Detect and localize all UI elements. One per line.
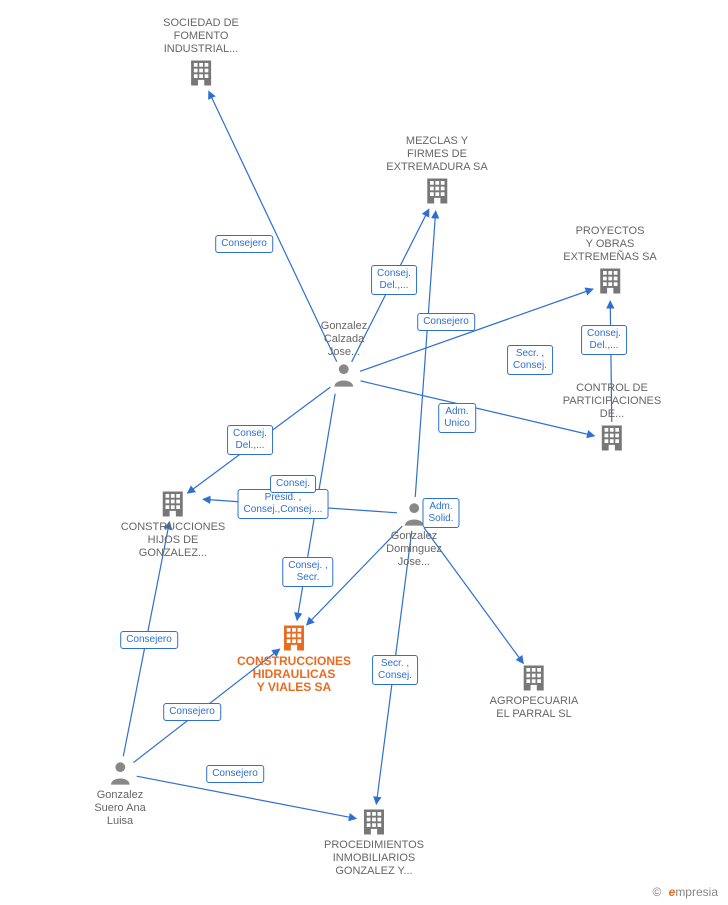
edge-label[interactable]: Consej. xyxy=(270,475,316,493)
edge-label[interactable]: Consej. Del.,... xyxy=(371,265,417,295)
node-sociedad[interactable]: SOCIEDAD DE FOMENTO INDUSTRIAL... xyxy=(163,17,239,90)
edge-label[interactable]: Consej. Del.,... xyxy=(227,425,273,455)
node-gonzalez_suero[interactable]: Gonzalez Suero Ana Luisa xyxy=(94,757,145,828)
node-procedimientos[interactable]: PROCEDIMIENTOS INMOBILIARIOS GONZALEZ Y.… xyxy=(324,805,424,878)
node-label: CONSTRUCCIONES HIJOS DE GONZALEZ... xyxy=(121,521,226,560)
edge-gonzalez_calzada-control xyxy=(361,381,595,436)
copyright-symbol: © xyxy=(652,885,661,899)
node-proyectos[interactable]: PROYECTOS Y OBRAS EXTREMEÑAS SA xyxy=(563,225,657,298)
node-label: SOCIEDAD DE FOMENTO INDUSTRIAL... xyxy=(163,17,239,56)
person-icon xyxy=(94,759,145,787)
edge-label[interactable]: Consejero xyxy=(163,703,221,721)
node-gonzalez_calzada[interactable]: Gonzalez Calzada Jose... xyxy=(321,320,367,391)
edge-gonzalez_calzada-sociedad xyxy=(209,91,337,361)
node-label: MEZCLAS Y FIRMES DE EXTREMADURA SA xyxy=(386,135,487,174)
edge-label[interactable]: Consejero xyxy=(417,313,475,331)
node-construcciones_hijos[interactable]: CONSTRUCCIONES HIJOS DE GONZALEZ... xyxy=(121,487,226,560)
edge-label[interactable]: Presid. , Consej.,Consej.... xyxy=(238,489,329,519)
building-icon xyxy=(237,623,351,653)
building-icon xyxy=(386,176,487,206)
building-icon xyxy=(563,423,661,453)
edge-gonzalez_calzada-proyectos xyxy=(360,289,593,371)
edge-label[interactable]: Adm. Unico xyxy=(438,403,476,433)
edge-label[interactable]: Consejero xyxy=(120,631,178,649)
edge-label[interactable]: Consejero xyxy=(215,235,273,253)
node-label: AGROPECUARIA EL PARRAL SL xyxy=(490,695,579,721)
edge-label[interactable]: Adm. Solid. xyxy=(422,498,459,528)
node-label: PROCEDIMIENTOS INMOBILIARIOS GONZALEZ Y.… xyxy=(324,839,424,878)
building-icon xyxy=(563,266,657,296)
building-icon xyxy=(490,663,579,693)
node-label: CONTROL DE PARTICIPACIONES DE... xyxy=(563,382,661,421)
diagram-canvas: SOCIEDAD DE FOMENTO INDUSTRIAL... MEZCLA… xyxy=(0,0,728,905)
edge-label[interactable]: Consej. Del.,... xyxy=(581,325,627,355)
brand-logo: empresia xyxy=(669,885,718,899)
building-icon xyxy=(121,489,226,519)
node-label: Gonzalez Dominguez Jose... xyxy=(386,530,442,569)
node-mezclas[interactable]: MEZCLAS Y FIRMES DE EXTREMADURA SA xyxy=(386,135,487,208)
edge-label[interactable]: Secr. , Consej. xyxy=(507,345,553,375)
building-icon xyxy=(324,807,424,837)
node-label: CONSTRUCCIONES HIDRAULICAS Y VIALES SA xyxy=(237,655,351,694)
edge-label[interactable]: Secr. , Consej. xyxy=(372,655,418,685)
node-agropecuaria[interactable]: AGROPECUARIA EL PARRAL SL xyxy=(490,661,579,721)
building-icon xyxy=(163,58,239,88)
edge-label[interactable]: Consej. , Secr. xyxy=(282,557,333,587)
node-chv[interactable]: CONSTRUCCIONES HIDRAULICAS Y VIALES SA xyxy=(237,621,351,694)
edge-gonzalez_dominguez-mezclas xyxy=(415,211,435,497)
node-control[interactable]: CONTROL DE PARTICIPACIONES DE... xyxy=(563,382,661,455)
footer: © empresia xyxy=(652,885,718,899)
node-label: Gonzalez Calzada Jose... xyxy=(321,320,367,359)
node-label: PROYECTOS Y OBRAS EXTREMEÑAS SA xyxy=(563,225,657,264)
person-icon xyxy=(321,361,367,389)
edge-label[interactable]: Consejero xyxy=(206,765,264,783)
node-label: Gonzalez Suero Ana Luisa xyxy=(94,789,145,828)
